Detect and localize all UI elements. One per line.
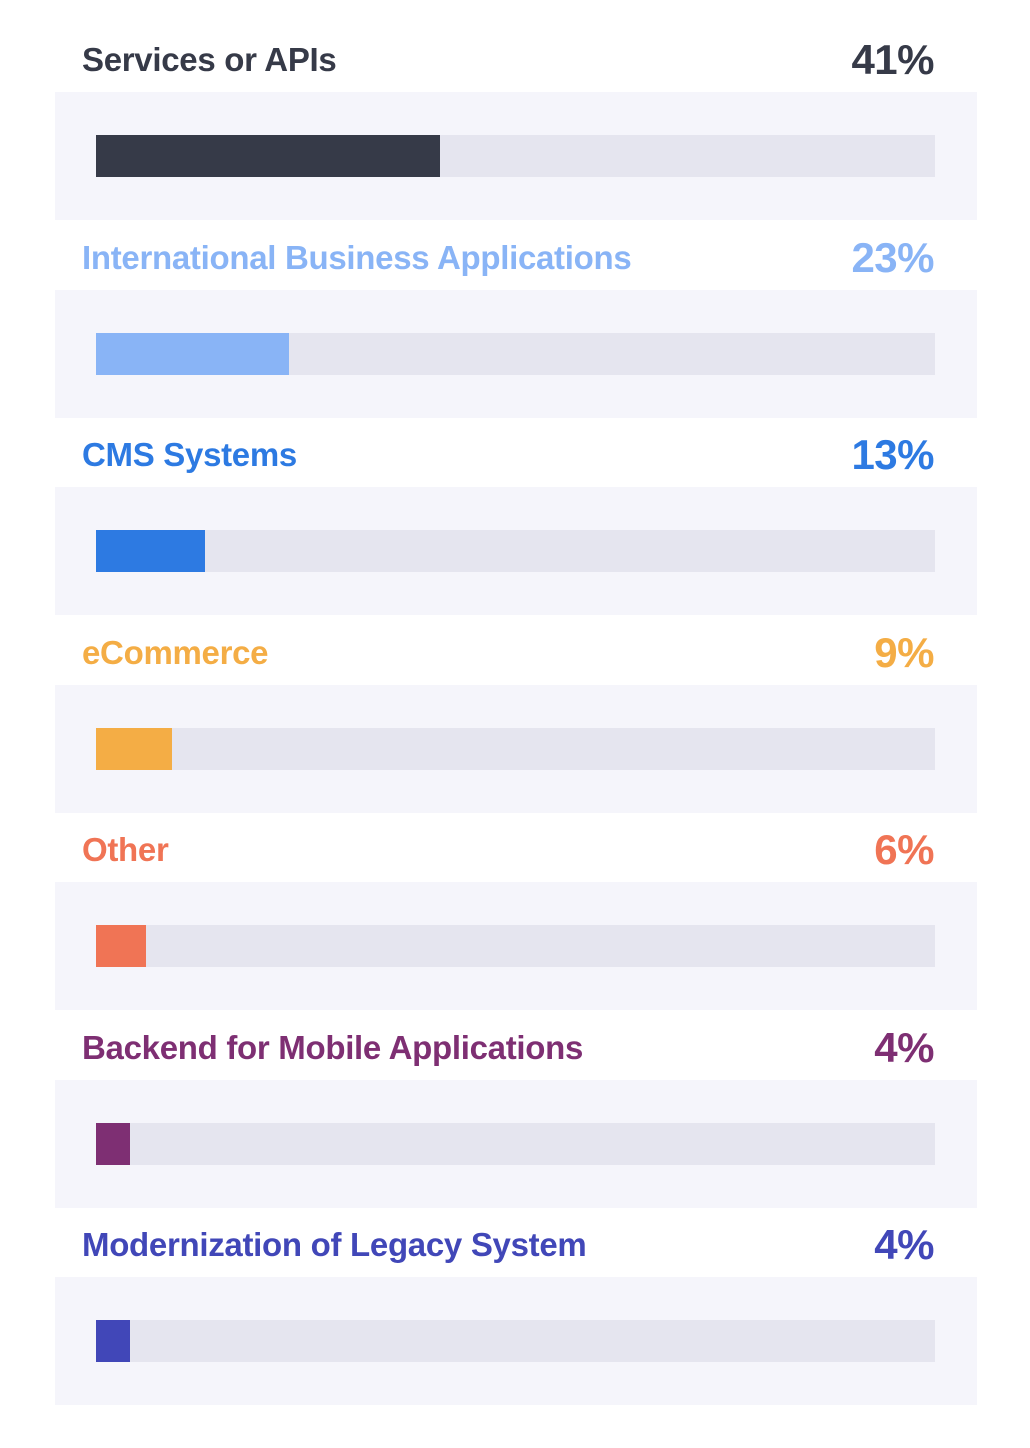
bar-fill [96, 135, 440, 177]
bar-panel [55, 882, 977, 1010]
bar-track [96, 727, 935, 770]
value-label: 6% [874, 826, 934, 873]
category-label: Services or APIs [82, 41, 337, 78]
value-label: 9% [874, 628, 934, 676]
bar-panel [55, 1079, 977, 1208]
category-label: CMS Systems [82, 436, 297, 473]
bar-panel [55, 684, 977, 813]
bar-track [96, 332, 935, 375]
bar-track [96, 530, 935, 572]
bar-fill [96, 1320, 130, 1362]
category-label: Backend for Mobile Applications [82, 1028, 584, 1066]
bar-track [96, 1122, 935, 1165]
value-label: 23% [851, 233, 934, 281]
bar-fill [96, 1122, 130, 1165]
bar-track [96, 135, 935, 177]
bar-fill [96, 332, 289, 375]
bar-fill [96, 530, 205, 572]
value-label: 41% [851, 36, 934, 83]
category-label: International Business Applications [82, 238, 632, 276]
value-label: 4% [874, 1221, 934, 1268]
bar-fill [96, 727, 172, 770]
bar-track [96, 925, 935, 967]
value-label: 4% [874, 1023, 934, 1071]
category-label: Other [82, 831, 169, 868]
bar-panel [55, 487, 977, 615]
bar-track [96, 1320, 935, 1362]
bar-panel [55, 92, 977, 220]
value-label: 13% [851, 431, 934, 478]
category-label: Modernization of Legacy System [82, 1226, 587, 1263]
bar-fill [96, 925, 146, 967]
bar-panel [55, 1277, 977, 1405]
category-label: eCommerce [82, 633, 269, 671]
bar-panel [55, 289, 977, 418]
